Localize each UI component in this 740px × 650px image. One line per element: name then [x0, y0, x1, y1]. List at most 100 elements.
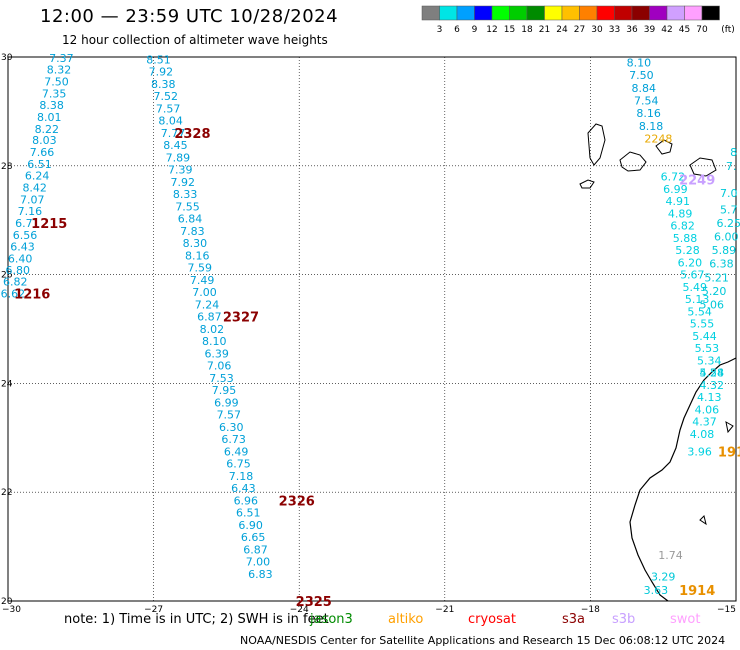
island-outline: [587, 123, 606, 166]
island-outline: [689, 157, 717, 177]
satellite-name-altiko: altiko: [388, 612, 424, 627]
color-legend: 3 6 9 12 15 18 21 24 27 30 33 36 39 42 45 70 (ft): [421, 5, 735, 35]
wave-height-value: 8.51: [146, 54, 171, 67]
wave-height-value: 6.43: [231, 482, 256, 495]
wave-height-value: 5.88: [673, 232, 698, 245]
wave-height-value: 6.75: [226, 457, 251, 470]
wave-height-value: 7.55: [175, 201, 200, 214]
legend-bin-label: 39: [644, 25, 656, 35]
wave-height-value: 5.20: [702, 285, 727, 298]
wave-height-value: 7.06: [207, 359, 232, 372]
wave-height-value: 6.82: [670, 220, 695, 233]
wave-height-value: 4.08: [690, 428, 715, 441]
legend-bin-label: 42: [661, 25, 672, 35]
wave-height-value: 8.01: [37, 111, 62, 124]
wave-height-value: 7.77: [161, 127, 186, 140]
wave-height-value: 6.83: [248, 568, 273, 581]
wave-height-value: 2248: [644, 133, 672, 146]
pass-id-label: 2326: [279, 494, 315, 509]
wave-height-value: 7.49: [190, 274, 215, 287]
wave-height-value: 5.34: [697, 355, 722, 368]
pass-id-label: 2249: [679, 173, 715, 188]
wave-height-value: 6.49: [224, 445, 249, 458]
legend-bin-label: 6: [454, 25, 460, 35]
wave-height-value: 6.51: [27, 158, 52, 171]
wave-height-value: 7.35: [42, 87, 67, 100]
wave-height-value: 7.39: [168, 164, 193, 177]
wave-height-value: 8.84: [632, 82, 657, 95]
pass-id-label: 1914: [679, 584, 715, 599]
island-outline: [579, 179, 595, 189]
wave-height-value: 4.37: [692, 415, 717, 428]
wave-height-value: 7.: [726, 160, 737, 173]
wave-height-value: 6.80: [5, 264, 30, 277]
wave-height-value: 6.65: [241, 531, 266, 544]
wave-height-value: 3.29: [651, 571, 676, 584]
lon-tick-label: −24: [290, 605, 309, 615]
satellite-name-s3b: s3b: [612, 612, 636, 627]
wave-height-value: 8.38: [39, 99, 64, 112]
wave-height-value: 8.45: [163, 139, 188, 152]
lon-tick-label: −21: [435, 605, 454, 615]
wave-height-value: 6.51: [236, 506, 261, 519]
wave-height-value: 6.87: [243, 543, 268, 556]
lat-tick-label: 22: [1, 488, 12, 498]
satellite-name-jason3: jason3: [310, 612, 353, 627]
wave-height-value: 5.13: [685, 293, 710, 306]
wave-height-value: 7.59: [187, 262, 212, 275]
wave-height-value: 5.67: [680, 269, 705, 282]
wave-height-value: 6.24: [25, 170, 50, 183]
wave-height-value: 5.44: [692, 330, 717, 343]
wave-height-value: 6.99: [214, 396, 239, 409]
legend-bin-label: 33: [609, 25, 620, 35]
wave-height-value: 6.40: [8, 252, 33, 265]
legend-bin-label: 12: [486, 25, 497, 35]
wave-height-value: 6.43: [10, 240, 35, 253]
wave-height-value: 4.58: [699, 367, 724, 380]
island-outline: [655, 139, 673, 155]
wave-height-value: 6.20: [678, 257, 703, 270]
map-frame: [7, 56, 737, 602]
lat-tick-label: 20: [1, 597, 13, 607]
wave-height-value: 8.30: [183, 237, 208, 250]
lon-tick-label: −30: [2, 605, 21, 615]
legend-bin-label: 27: [574, 25, 585, 35]
wave-height-value: 5.53: [695, 342, 720, 355]
wave-height-value: 3.63: [644, 584, 669, 597]
wave-height-value: 6.25: [716, 217, 740, 230]
wave-height-value: 4.06: [695, 404, 720, 417]
wave-height-value: 7.83: [180, 225, 205, 238]
wave-height-value: 8.32: [47, 64, 72, 77]
lat-tick-label: 26: [1, 271, 13, 281]
wave-height-value: 7.18: [229, 470, 254, 483]
pass-id-label: 1215: [31, 217, 67, 232]
wave-height-value: 6.99: [663, 183, 688, 196]
legend-bin-label: 36: [626, 25, 638, 35]
wave-height-value: 6.39: [204, 347, 229, 360]
wave-height-value: 6.82: [3, 276, 28, 289]
african-coastline: [629, 357, 737, 602]
footer-note: note: 1) Time is in UTC; 2) SWH is in fe…: [64, 612, 329, 627]
wave-height-value: 8.10: [202, 335, 227, 348]
wave-height-value: 7.00: [192, 286, 217, 299]
legend-bin-label: 15: [504, 25, 515, 35]
wave-height-value: 7.92: [170, 176, 195, 189]
wave-height-value: 7.89: [166, 152, 191, 165]
lon-tick-label: −27: [144, 605, 163, 615]
coast-islet: [725, 421, 734, 434]
legend-bin-label: 24: [556, 25, 568, 35]
wave-height-value: 6.30: [219, 421, 244, 434]
wave-height-value: 6.84: [178, 213, 203, 226]
wave-height-value: 4.32: [699, 379, 724, 392]
wave-height-value: 7.50: [629, 69, 654, 82]
page-subtitle: 12 hour collection of altimeter wave hei…: [62, 33, 328, 47]
pass-id-label: 2325: [296, 595, 332, 610]
wave-height-value: 8.02: [200, 323, 225, 336]
satellite-name-swot: swot: [670, 612, 701, 627]
wave-height-value: 6.56: [13, 229, 38, 242]
wave-height-value: 8.04: [158, 115, 183, 128]
wave-height-value: 8.10: [627, 56, 652, 69]
wave-height-value: 7.24: [195, 299, 220, 312]
